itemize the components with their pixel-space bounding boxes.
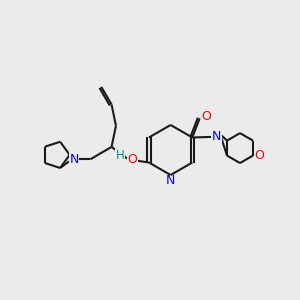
Text: O: O — [254, 149, 264, 162]
Text: N: N — [166, 174, 175, 187]
Text: N: N — [70, 153, 79, 166]
Text: N: N — [212, 130, 221, 143]
Text: O: O — [127, 153, 137, 166]
Text: H: H — [116, 149, 124, 162]
Text: O: O — [201, 110, 211, 123]
